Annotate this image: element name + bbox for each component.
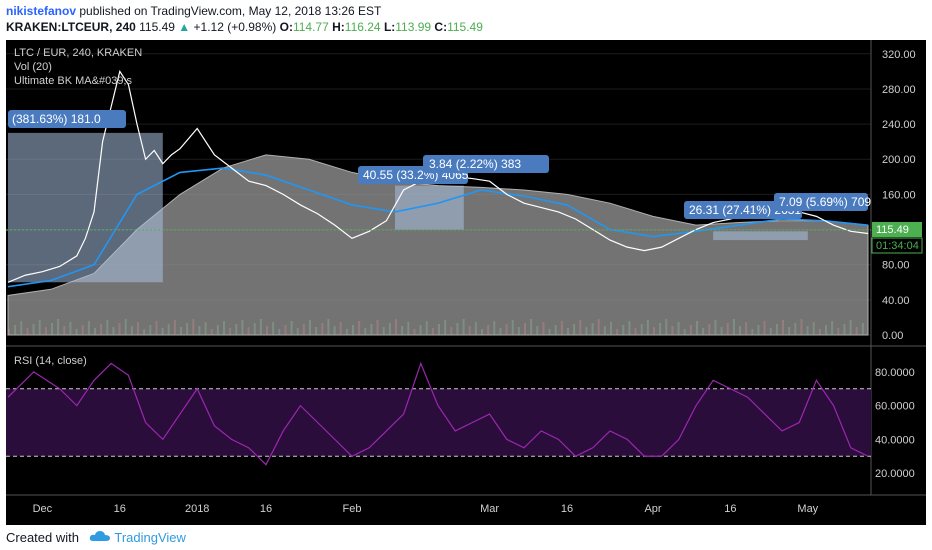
high-value: 116.24 <box>344 20 381 34</box>
symbol-label: KRAKEN:LTCEUR, 240 <box>6 20 136 34</box>
price-tick-label: 40.00 <box>882 295 910 307</box>
chart-header: nikistefanov published on TradingView.co… <box>6 3 926 35</box>
created-with-text: Created with <box>6 530 79 545</box>
price-tick-label: 0.00 <box>882 330 903 342</box>
rsi-ticks: 80.0000 60.0000 40.0000 20.0000 <box>875 367 915 480</box>
time-tick-label: Apr <box>644 503 661 515</box>
range-box <box>8 132 163 283</box>
low-value: 113.99 <box>395 20 432 34</box>
up-arrow-icon: ▲ <box>178 20 191 34</box>
rsi-tick-label: 60.0000 <box>875 401 915 413</box>
close-label: C: <box>434 20 448 34</box>
author-link[interactable]: nikistefanov <box>6 4 77 18</box>
price-tick-label: 240.00 <box>882 119 916 131</box>
rsi-line <box>7 361 869 466</box>
annotation-4-text: 26.31 (27.41%) 2631 <box>689 203 801 217</box>
chart-area[interactable]: LTC / EUR, 240, KRAKEN Vol (20) Ultimate… <box>6 40 926 525</box>
tradingview-logo[interactable]: TradingView <box>89 530 186 545</box>
time-tick-label: Mar <box>480 503 499 515</box>
annotation-5-text: 7.09 (5.69%) 709 <box>779 195 871 209</box>
legend-vol: Vol (20) <box>14 61 52 73</box>
ohlc-line: KRAKEN:LTCEUR, 240 115.49 ▲ +1.12 (+0.98… <box>6 19 926 35</box>
footer: Created with TradingView <box>6 525 926 550</box>
annotation-5[interactable]: 7.09 (5.69%) 709 <box>774 193 871 211</box>
price-line <box>7 69 869 283</box>
time-axis[interactable]: Dec 16 2018 16 Feb Mar 16 Apr 16 May <box>33 503 819 515</box>
price-tick-label: 80.00 <box>882 260 910 272</box>
price-tick-label: 280.00 <box>882 84 916 96</box>
countdown-badge <box>871 237 923 254</box>
change-value: +1.12 (+0.98%) <box>193 20 277 34</box>
tradingview-brand: TradingView <box>114 530 186 545</box>
annotation-3[interactable]: 3.84 (2.22%) 383 <box>423 155 549 173</box>
last-value: 115.49 <box>139 20 175 34</box>
legend-title: LTC / EUR, 240, KRAKEN <box>14 47 142 59</box>
price-tick-label: 160.00 <box>882 189 916 201</box>
time-tick-label: 16 <box>114 503 126 515</box>
price-tick-label: 200.00 <box>882 154 916 166</box>
time-tick-label: Feb <box>343 503 362 515</box>
last-price-badge-text: 115.49 <box>876 224 909 236</box>
high-label: H: <box>332 20 345 34</box>
annotation-1-text: (381.63%) 181.0 <box>12 112 101 126</box>
time-tick-label: 16 <box>561 503 573 515</box>
range-box <box>713 231 808 241</box>
open-value: 114.77 <box>292 20 329 34</box>
rsi-title: RSI (14, close) <box>14 355 87 367</box>
time-tick-label: 2018 <box>185 503 209 515</box>
time-tick-label: Dec <box>33 503 53 515</box>
range-boxes <box>8 132 808 283</box>
annotation-4[interactable]: 26.31 (27.41%) 2631 <box>684 201 802 219</box>
rsi-tick-label: 20.0000 <box>875 468 915 480</box>
rsi-tick-label: 80.0000 <box>875 367 915 379</box>
publish-line: nikistefanov published on TradingView.co… <box>6 3 926 19</box>
legend-indicator: Ultimate BK MA&#039;s <box>14 75 132 87</box>
rsi-tick-label: 40.0000 <box>875 434 915 446</box>
annotation-3-text: 3.84 (2.22%) 383 <box>429 157 521 171</box>
cloud-icon <box>89 531 110 541</box>
range-box <box>395 185 464 230</box>
open-label: O: <box>279 20 293 34</box>
rsi-band <box>6 388 871 457</box>
last-price-badge <box>872 222 922 237</box>
ma-fast-line <box>7 167 869 288</box>
price-tick-label: 320.00 <box>882 49 916 61</box>
time-tick-label: May <box>797 503 818 515</box>
price-axis[interactable] <box>871 40 926 525</box>
chart-svg: LTC / EUR, 240, KRAKEN Vol (20) Ultimate… <box>6 40 926 525</box>
time-tick-label: 16 <box>260 503 272 515</box>
annotation-1[interactable]: (381.63%) 181.0 <box>8 110 126 128</box>
close-value: 115.49 <box>447 20 483 34</box>
low-label: L: <box>383 20 396 34</box>
countdown-badge-text: 01:34:04 <box>876 240 919 252</box>
time-tick-label: 16 <box>724 503 736 515</box>
published-text: published on TradingView.com, May 12, 20… <box>79 4 382 18</box>
